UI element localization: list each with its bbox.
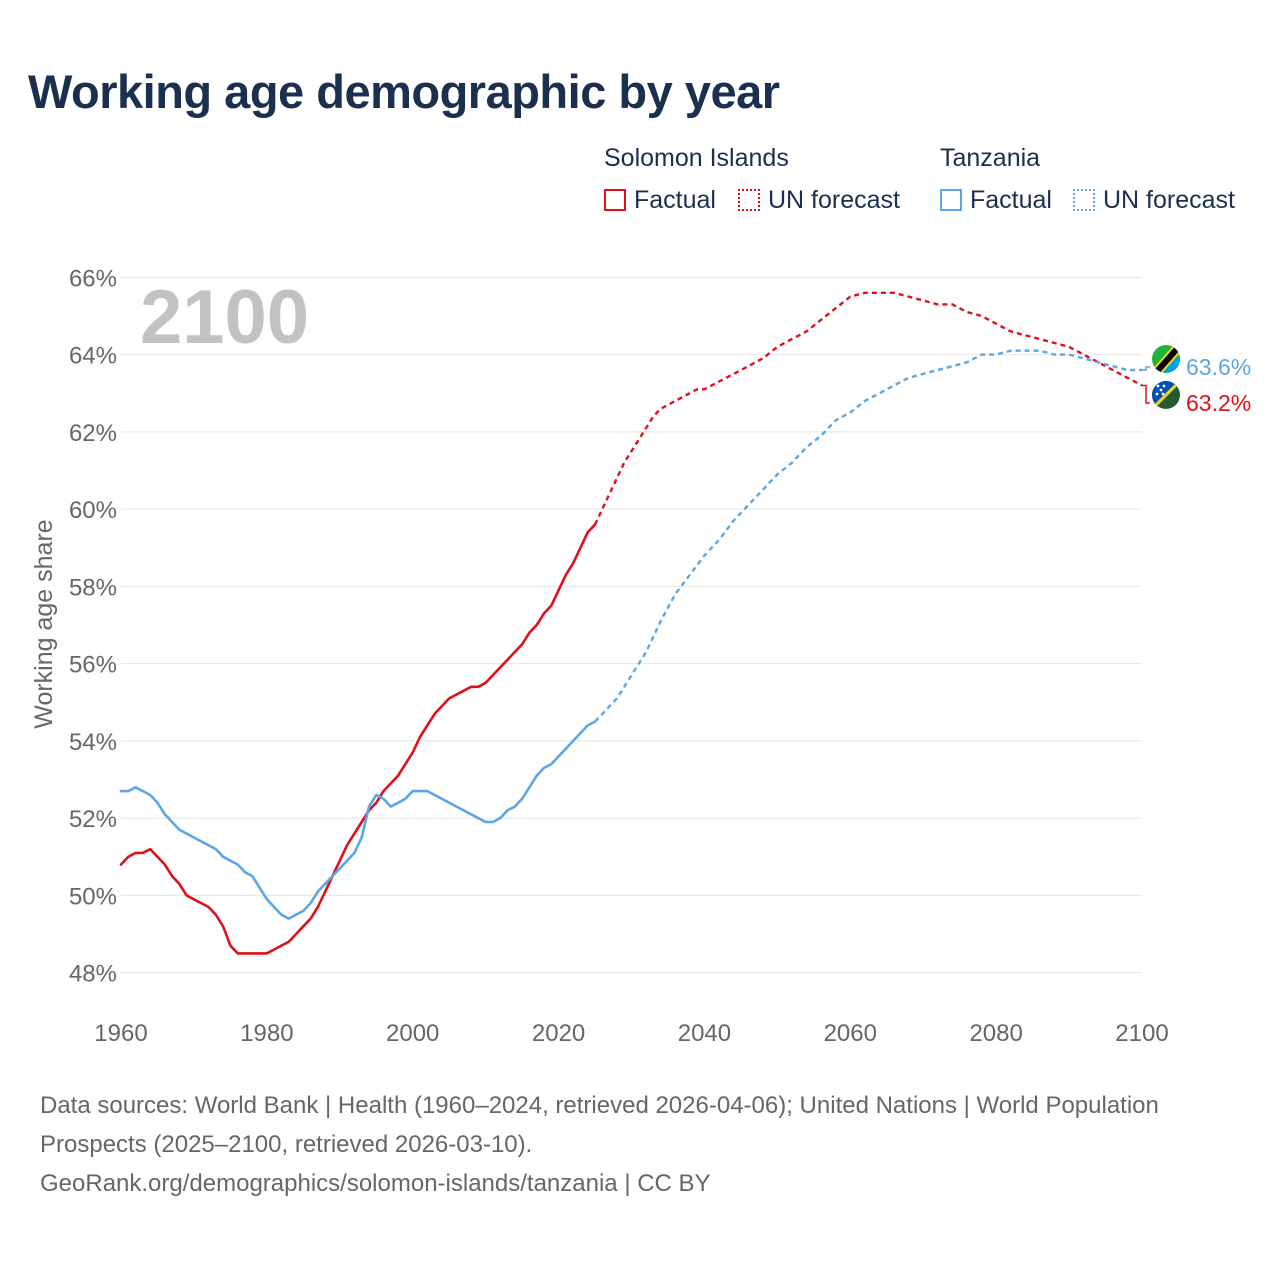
attribution: GeoRank.org/demographics/solomon-islands… — [40, 1170, 711, 1197]
end-label-tanzania: 63.6% — [1186, 354, 1251, 380]
legend-swatch-dotted — [738, 189, 760, 211]
line-chart: 2100 48% 50% 52% 54% 56% 58% 60% 62% 64% 66% 1960 1… — [30, 265, 1251, 1047]
legend-label: Factual — [970, 185, 1052, 214]
end-labels: 63.6% 63.2% — [1142, 354, 1251, 416]
solomon-islands-flag-icon — [1152, 381, 1180, 409]
year-watermark: 2100 — [140, 275, 309, 360]
series-line-tanzania-forecast — [594, 349, 1142, 723]
page-title: Working age demographic by year — [28, 65, 780, 118]
legend-label: UN forecast — [768, 185, 900, 214]
legend-swatch-solid — [604, 189, 626, 211]
y-tick-label: 64% — [69, 343, 117, 370]
legend-group-solomon-islands: Solomon Islands — [604, 144, 789, 172]
grid — [121, 276, 1142, 974]
tanzania-flag-icon — [1152, 345, 1180, 373]
legend-label: Factual — [634, 185, 716, 214]
x-tick-label: 2040 — [678, 1020, 731, 1047]
legend-solomon-factual[interactable]: Factual — [604, 186, 716, 214]
end-connector-solomon-islands — [1142, 384, 1150, 404]
end-connector-tanzania — [1142, 366, 1150, 371]
legend-label: UN forecast — [1103, 185, 1235, 214]
axes: 48% 50% 52% 54% 56% 58% 60% 62% 64% 66% 1960 1980 20… — [69, 265, 1169, 1047]
legend-tanzania-forecast[interactable]: UN forecast — [1073, 186, 1235, 214]
y-tick-label: 50% — [69, 883, 117, 910]
data-sources: Data sources: World Bank | Health (1960–… — [40, 1092, 1159, 1158]
x-tick-label: 2100 — [1115, 1020, 1168, 1047]
legend-swatch-dotted — [1073, 189, 1095, 211]
y-tick-label: 54% — [69, 729, 117, 756]
x-tick-label: 1980 — [240, 1020, 293, 1047]
series-line-tanzania-factual — [119, 720, 597, 920]
series-line-solomon-islands-factual — [119, 523, 597, 955]
y-tick-label: 48% — [69, 961, 117, 988]
x-tick-label: 2060 — [824, 1020, 877, 1047]
x-tick-label: 2080 — [969, 1020, 1022, 1047]
legend-group-tanzania: Tanzania — [940, 144, 1041, 172]
x-tick-label: 2020 — [532, 1020, 585, 1047]
y-tick-label: 52% — [69, 806, 117, 833]
series-line-solomon-islands-forecast — [593, 291, 1143, 526]
y-tick-label: 66% — [69, 265, 117, 292]
y-tick-label: 62% — [69, 420, 117, 447]
x-tick-label: 1960 — [94, 1020, 147, 1047]
legend-tanzania-factual[interactable]: Factual — [940, 186, 1052, 214]
series — [119, 291, 1143, 955]
y-axis-label: Working age share — [30, 519, 58, 728]
y-tick-label: 60% — [69, 497, 117, 524]
end-label-solomon-islands: 63.2% — [1186, 390, 1251, 416]
footer: Data sources: World Bank | Health (1960–… — [40, 1086, 1220, 1203]
x-tick-label: 2000 — [386, 1020, 439, 1047]
y-tick-label: 58% — [69, 574, 117, 601]
legend-solomon-forecast[interactable]: UN forecast — [738, 186, 900, 214]
legend-swatch-solid — [940, 189, 962, 211]
y-tick-label: 56% — [69, 652, 117, 679]
